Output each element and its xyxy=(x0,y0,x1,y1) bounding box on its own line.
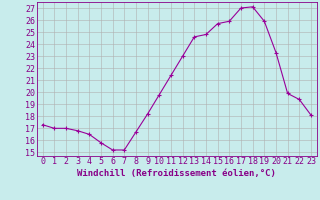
X-axis label: Windchill (Refroidissement éolien,°C): Windchill (Refroidissement éolien,°C) xyxy=(77,169,276,178)
